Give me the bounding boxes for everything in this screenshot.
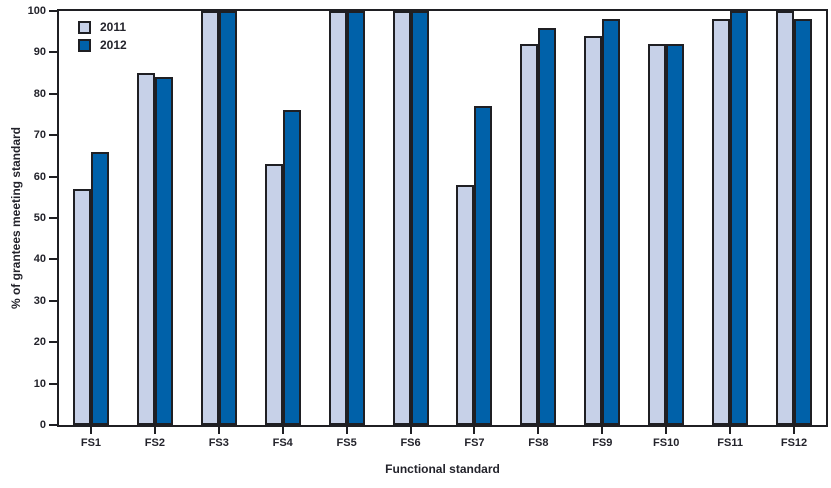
y-axis-tick [49, 51, 57, 54]
x-axis-tick-label: FS7 [464, 437, 485, 449]
legend-label-2012: 2012 [100, 38, 127, 52]
bar-2011-fs3 [200, 11, 219, 425]
bar-group-fs5: FS5 [315, 11, 379, 449]
bar-2012-fs2 [154, 77, 173, 425]
bar-2011-fs1 [72, 189, 91, 425]
bar-2011-fs2 [136, 73, 155, 425]
bar-group-fs6: FS6 [379, 11, 443, 449]
y-axis-tick [49, 299, 57, 302]
y-axis-tick-label: 30 [33, 294, 46, 307]
x-axis-tick [601, 427, 604, 434]
y-axis-tick-label: 70 [33, 129, 46, 142]
y-axis-tick-label: 100 [27, 5, 46, 17]
x-axis-tick-label: FS8 [528, 437, 549, 449]
bar-group-fs11: FS11 [698, 11, 762, 449]
bar-2012-fs1 [90, 151, 109, 425]
legend-item-2012: 2012 [78, 39, 127, 52]
x-axis-tick [281, 427, 284, 434]
bar-group-fs2: FS2 [123, 11, 187, 449]
x-axis-tick [153, 427, 156, 434]
bar-2012-fs3 [218, 11, 237, 425]
legend-swatch-2011 [78, 21, 91, 34]
y-axis-tick-label: 10 [33, 377, 46, 390]
x-axis-tick [665, 427, 668, 434]
x-axis-tick-label: FS9 [592, 437, 613, 449]
x-axis-tick-label: FS6 [400, 437, 421, 449]
y-axis-tick [49, 10, 57, 12]
x-axis-tick-label: FS10 [653, 437, 680, 449]
x-axis-tick-label: FS2 [144, 437, 165, 449]
x-axis-tick [473, 427, 476, 434]
bar-group-fs10: FS10 [634, 11, 698, 449]
y-axis-tick-label: 60 [33, 170, 46, 183]
x-axis-tick-label: FS5 [336, 437, 357, 449]
bar-group-fs4: FS4 [251, 11, 315, 449]
legend-item-2011: 2011 [78, 21, 127, 34]
bar-2012-fs6 [410, 11, 429, 425]
y-axis-tick [49, 424, 57, 426]
legend-swatch-2012 [78, 39, 91, 52]
x-axis-tick-label: FS4 [272, 437, 293, 449]
x-axis-tick-label: FS3 [208, 437, 229, 449]
bar-group-fs12: FS12 [762, 11, 826, 449]
legend-label-2011: 2011 [100, 20, 127, 34]
bar-2012-fs10 [666, 44, 685, 425]
bar-2012-fs9 [602, 19, 621, 425]
bar-2012-fs12 [794, 19, 813, 425]
x-axis-tick-label: FS12 [780, 437, 808, 449]
bar-group-fs1: FS1 [59, 11, 123, 449]
bar-group-fs8: FS8 [506, 11, 570, 449]
legend: 2011 2012 [78, 21, 127, 52]
bar-2011-fs6 [392, 11, 411, 425]
bar-2012-fs11 [730, 11, 749, 425]
plot-area: 2011 2012 FS1 FS2 FS3 FS4 FS5 FS6 FS7 FS8 FS9 FS1… [57, 9, 828, 449]
y-axis-tick [49, 258, 57, 261]
y-axis-tick-label: 80 [33, 87, 46, 100]
x-axis-tick [793, 427, 796, 434]
x-axis-tick [89, 427, 92, 434]
y-axis-tick-label: 0 [39, 419, 46, 431]
y-axis-tick [49, 217, 57, 219]
x-axis-tick-label: FS1 [80, 437, 102, 449]
x-axis-tick [345, 427, 348, 434]
y-axis-tick-label: 90 [33, 46, 46, 59]
x-axis-tick [729, 427, 732, 434]
bar-2012-fs7 [474, 106, 493, 425]
x-axis-tick [409, 427, 412, 434]
bar-2011-fs9 [584, 35, 603, 425]
bar-group-fs7: FS7 [443, 11, 507, 449]
bar-group-fs3: FS3 [187, 11, 251, 449]
x-axis-title: Functional standard [385, 462, 500, 476]
bar-2011-fs7 [456, 184, 475, 425]
y-axis-tick [49, 92, 57, 95]
y-axis-tick [49, 134, 57, 137]
bar-group-fs9: FS9 [570, 11, 634, 449]
bar-2011-fs12 [776, 11, 795, 425]
bar-2012-fs8 [538, 27, 557, 425]
y-axis-tick-label: 40 [33, 253, 46, 266]
y-axis-tick [49, 341, 57, 344]
bar-2011-fs10 [648, 44, 667, 425]
x-axis-tick-label: FS11 [717, 437, 743, 449]
y-axis-tick [49, 382, 57, 385]
bar-2011-fs8 [520, 44, 539, 425]
y-axis-tick [49, 175, 57, 178]
bar-2011-fs5 [328, 11, 347, 425]
bar-2011-fs4 [264, 164, 283, 425]
bar-2012-fs4 [282, 110, 301, 425]
x-axis-tick [537, 427, 540, 434]
x-axis-tick [217, 427, 220, 434]
y-axis-tick-label: 20 [33, 336, 46, 349]
y-axis-tick-label: 50 [33, 212, 46, 224]
bar-2011-fs11 [712, 19, 731, 425]
bar-2012-fs5 [346, 11, 365, 425]
